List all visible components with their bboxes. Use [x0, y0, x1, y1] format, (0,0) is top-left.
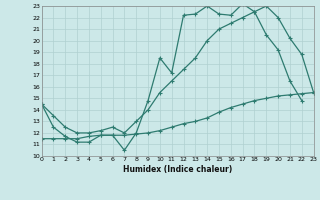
X-axis label: Humidex (Indice chaleur): Humidex (Indice chaleur) — [123, 165, 232, 174]
